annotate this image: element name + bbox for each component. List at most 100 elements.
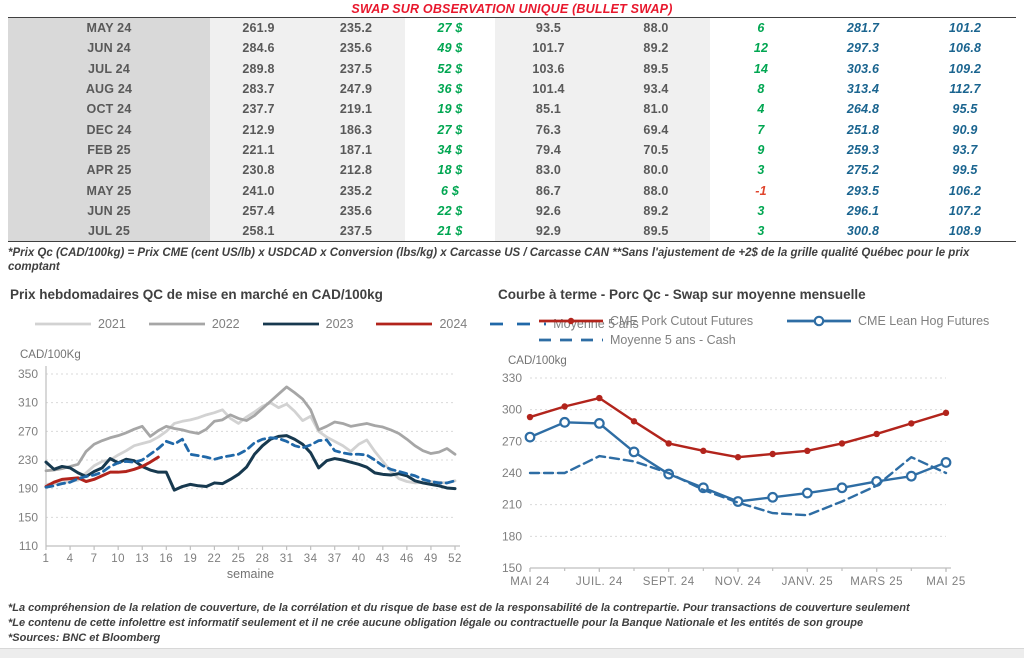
table-value-cell: -1 [710,180,812,201]
x-tick-label: 25 [232,553,246,565]
table-value-cell: 101.2 [914,18,1016,39]
legend-item: 2023 [262,317,353,331]
table-value-cell: 89.5 [602,58,710,79]
table-value-cell: 14 [710,58,812,79]
data-point [596,394,603,402]
table-value-cell: 36 $ [405,78,495,100]
right-chart-legend: CME Pork Cutout Futures CME Lean Hog Futu… [538,314,989,347]
table-value-cell: 251.8 [812,119,914,140]
series-2022 [44,385,457,473]
table-value-cell: 235.6 [307,200,405,221]
swap-table: MAY 24 261.9 235.2 27 $93.5 88.0 6 281.7 101.2 J… [8,17,1016,243]
legend-label: 2024 [439,317,468,331]
table-value-cell: 3 [710,200,812,221]
table-value-cell: 52 $ [405,58,495,79]
table-value-cell: 88.0 [602,18,710,39]
data-point [940,457,952,468]
table-value-cell: 109.2 [914,58,1016,79]
x-tick-label: 7 [91,553,98,565]
table-value-cell: 22 $ [405,200,495,221]
table-month-cell: JUL 24 [8,58,210,79]
data-point [908,420,915,427]
data-point [942,409,950,417]
x-tick-label: 52 [448,553,462,565]
table-value-cell: 9 [710,139,812,161]
table-value-cell: 99.5 [914,160,1016,181]
series-moyenne-5-ans-cash [528,454,948,517]
data-point [700,447,707,455]
table-value-cell: 112.7 [914,78,1016,100]
left-chart-title: Prix hebdomadaires QC de mise en marché … [10,287,383,302]
table-value-cell: 6 [710,18,812,39]
table-value-cell: 8 [710,78,812,100]
legend-label: Moyenne 5 ans - Cash [610,333,736,347]
weekly-price-chart: CAD/100Kg 110 150 190 230 270 310 350 1 4 7 10 13 16 1… [18,349,462,581]
table-value-cell: 101.4 [495,78,602,100]
table-value-cell: 12 [710,38,812,59]
footnote: *La compréhension de la relation de couv… [8,602,910,614]
y-tick-label: 350 [18,367,38,381]
table-value-cell: 281.7 [812,18,914,39]
legend-label: 2022 [211,317,240,331]
x-tick-label: 13 [135,553,149,565]
y-tick-label: 180 [502,529,522,543]
table-value-cell: 27 $ [405,119,495,140]
series-moyenne-5-ans [44,436,457,489]
y-tick-label: 330 [502,371,522,385]
table-value-cell: 70.5 [602,139,710,161]
x-tick-label: MAI 25 [926,576,965,588]
table-value-cell: 303.6 [812,58,914,79]
forward-curve-chart: CAD/100kg 150 180 210 240 270 300 330 MAI 24 JUIL… [502,355,965,588]
page-footnotes: *La compréhension de la relation de couv… [8,601,1016,647]
table-month-cell: DEC 24 [8,119,210,140]
table-value-cell: 83.0 [495,160,602,181]
data-point [836,482,848,494]
x-tick-label: 16 [159,553,173,565]
x-tick-label: 19 [183,553,197,565]
table-value-cell: 93.5 [495,18,602,39]
right-chart-title: Courbe à terme - Porc Qc - Swap sur moye… [498,287,866,302]
data-point [665,440,672,447]
table-value-cell: 247.9 [307,78,405,100]
table-value-cell: 103.6 [495,58,602,79]
y-tick-label: 150 [18,510,38,524]
table-value-cell: 4 [710,99,812,120]
table-value-cell: 313.4 [812,78,914,100]
x-tick-label: SEPT. 24 [643,576,695,588]
table-value-cell: 289.8 [210,58,307,79]
table-value-cell: 264.8 [812,99,914,120]
legend-label: 2021 [98,317,126,331]
table-value-cell: 27 $ [405,18,495,39]
table-value-cell: 34 $ [405,139,495,161]
y-tick-label: 150 [502,561,522,575]
table-value-cell: 49 $ [405,38,495,59]
table-value-cell: 76.3 [495,119,602,140]
legend-item: 2024 [375,317,467,331]
table-value-cell: 92.6 [495,200,602,221]
table-value-cell: 93.7 [914,139,1016,161]
table-month-cell: APR 25 [8,160,210,181]
table-value-cell: 237.5 [307,58,405,79]
x-tick-label: 40 [352,553,366,565]
x-tick-label: MAI 24 [510,576,550,588]
table-value-cell: 89.5 [602,220,710,242]
table-value-cell: 90.9 [914,119,1016,140]
table-value-cell: 257.4 [210,200,307,221]
table-value-cell: 86.7 [495,180,602,201]
y-tick-label: 110 [19,539,38,553]
x-axis-title: semaine [227,567,274,581]
table-value-cell: 106.2 [914,180,1016,201]
data-point [561,403,568,410]
table-value-cell: 187.1 [307,139,405,161]
table-value-cell: 6 $ [405,180,495,201]
table-value-cell: 284.6 [210,38,307,59]
x-tick-label: 46 [400,553,414,565]
table-footnote: *Prix Qc (CAD/100kg) = Prix CME (cent US… [8,247,970,273]
table-value-cell: 89.2 [602,38,710,59]
legend-swatch-icon [490,322,547,326]
legend-swatch-icon [376,322,433,326]
data-point [905,470,917,482]
table-value-cell: 19 $ [405,99,495,120]
table-value-cell: 259.3 [812,139,914,161]
x-tick-label: 1 [43,553,50,565]
